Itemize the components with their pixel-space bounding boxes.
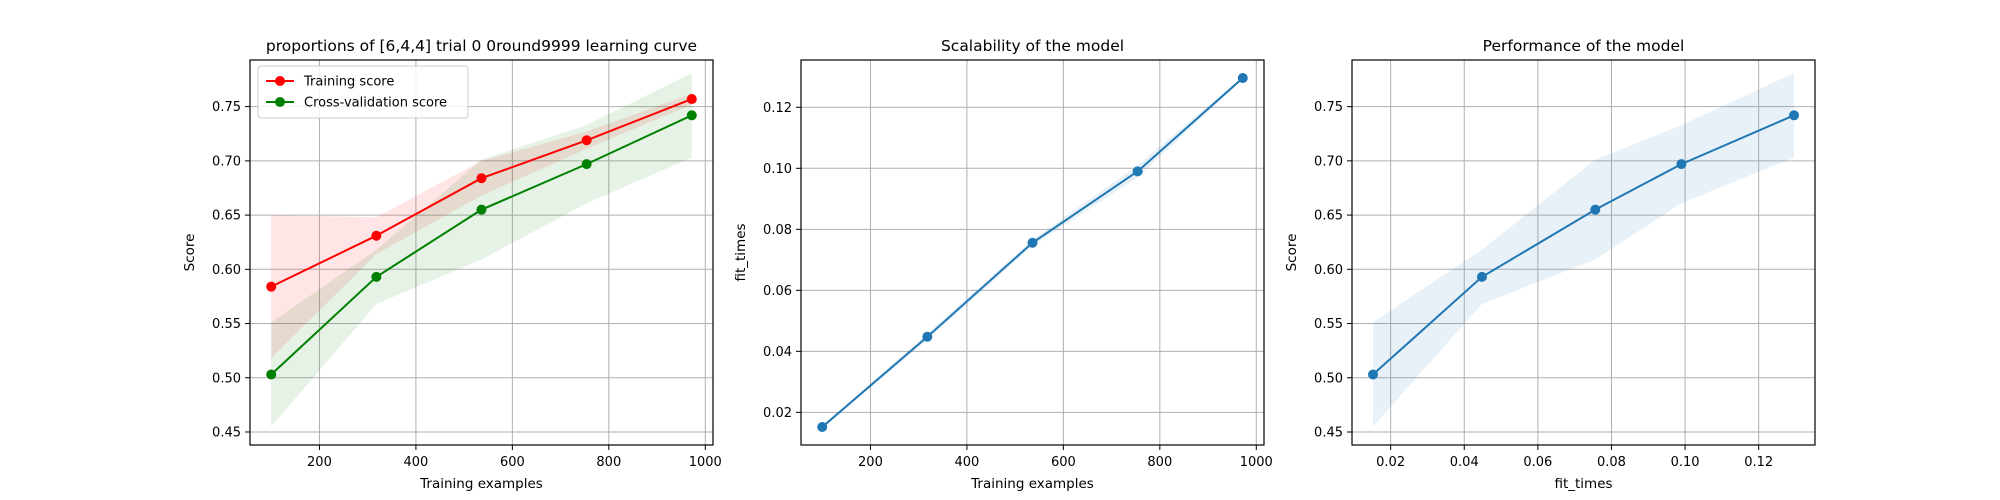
data-point — [1476, 271, 1487, 282]
legend-entry-label: Cross-validation score — [304, 96, 447, 111]
x-tick-label: 0.10 — [1671, 455, 1700, 470]
legend-entry-label: Training score — [303, 75, 394, 90]
y-tick-label: 0.12 — [763, 101, 792, 116]
y-tick-label: 0.60 — [1314, 263, 1343, 278]
axes-frame — [1351, 59, 1816, 446]
legend-box — [257, 65, 469, 119]
x-tick-label: 400 — [954, 455, 979, 470]
legend-marker — [275, 97, 285, 107]
x-tick-label: 0.02 — [1376, 455, 1405, 470]
data-point — [371, 230, 382, 241]
legend-marker — [275, 76, 285, 86]
y-axis-label: fit_times — [733, 223, 749, 281]
y-tick-label: 0.75 — [1314, 100, 1343, 115]
y-tick-label: 0.04 — [763, 345, 792, 360]
x-tick-label: 0.08 — [1597, 455, 1626, 470]
chart-title: Performance of the model — [1483, 37, 1685, 55]
y-tick-label: 0.02 — [763, 406, 792, 421]
x-tick-label: 800 — [1147, 455, 1172, 470]
y-tick-label: 0.50 — [212, 371, 241, 386]
data-point — [1237, 72, 1248, 83]
confidence-band — [271, 93, 692, 359]
y-axis-label: Score — [1284, 234, 1300, 272]
y-tick-label: 0.60 — [212, 263, 241, 278]
legend: Training score Cross-validation score — [257, 65, 469, 119]
y-tick-label: 0.65 — [1314, 209, 1343, 224]
data-point — [266, 369, 277, 380]
x-tick-label: 200 — [858, 455, 883, 470]
x-tick-label: 1000 — [1240, 455, 1273, 470]
x-axis-label: Training examples — [970, 476, 1094, 492]
data-point — [1367, 369, 1378, 380]
y-tick-label: 0.75 — [212, 100, 241, 115]
y-tick-label: 0.70 — [212, 154, 241, 169]
y-tick-label: 0.06 — [763, 284, 792, 299]
data-point — [1676, 159, 1687, 170]
x-axis-label: Training examples — [419, 476, 543, 492]
data-point — [1027, 237, 1038, 248]
confidence-band — [822, 76, 1243, 429]
data-point — [1132, 166, 1143, 177]
data-point — [686, 110, 697, 121]
data-point — [581, 135, 592, 146]
axes-frame — [800, 59, 1265, 446]
axes-frame — [249, 59, 714, 446]
y-tick-label: 0.10 — [763, 162, 792, 177]
y-tick-label: 0.45 — [1314, 425, 1343, 440]
x-axis-label: fit_times — [1554, 476, 1612, 492]
x-tick-label: 200 — [307, 455, 332, 470]
chart-panel-3: 0.02 0.04 0.06 0.08 0.10 0.12 0.45 0.50 0.55 0.60… — [1284, 37, 1816, 492]
data-point — [476, 204, 487, 215]
x-tick-label: 600 — [1051, 455, 1076, 470]
x-tick-label: 600 — [500, 455, 525, 470]
chart-title: proportions of [6,4,4] trial 0 0round999… — [266, 37, 697, 55]
x-tick-label: 0.12 — [1744, 455, 1773, 470]
data-point — [476, 173, 487, 184]
x-tick-label: 1000 — [689, 455, 722, 470]
x-tick-label: 400 — [403, 455, 428, 470]
y-tick-label: 0.45 — [212, 425, 241, 440]
y-tick-label: 0.70 — [1314, 154, 1343, 169]
y-axis-label: Score — [182, 234, 198, 272]
chart-panel-1: 200 400 600 800 1000 0.45 0.50 0.55 0.60 0.65 0.70… — [182, 37, 722, 492]
confidence-band — [1372, 73, 1795, 427]
chart-panel-2: 200 400 600 800 1000 0.02 0.04 0.06 0.08 0.10 0.12… — [733, 37, 1273, 492]
y-tick-label: 0.08 — [763, 223, 792, 238]
chart-title: Scalability of the model — [941, 37, 1124, 55]
x-tick-label: 800 — [596, 455, 621, 470]
data-point — [1789, 110, 1800, 121]
y-tick-label: 0.55 — [1314, 317, 1343, 332]
data-point — [922, 331, 933, 342]
data-point — [371, 271, 382, 282]
data-point — [686, 94, 697, 105]
x-tick-label: 0.04 — [1450, 455, 1479, 470]
y-tick-label: 0.50 — [1314, 371, 1343, 386]
data-point — [1590, 204, 1601, 215]
y-tick-label: 0.55 — [212, 317, 241, 332]
x-tick-label: 0.06 — [1523, 455, 1552, 470]
data-point — [581, 159, 592, 170]
y-tick-label: 0.65 — [212, 209, 241, 224]
data-point — [266, 281, 277, 292]
data-point — [817, 422, 828, 433]
